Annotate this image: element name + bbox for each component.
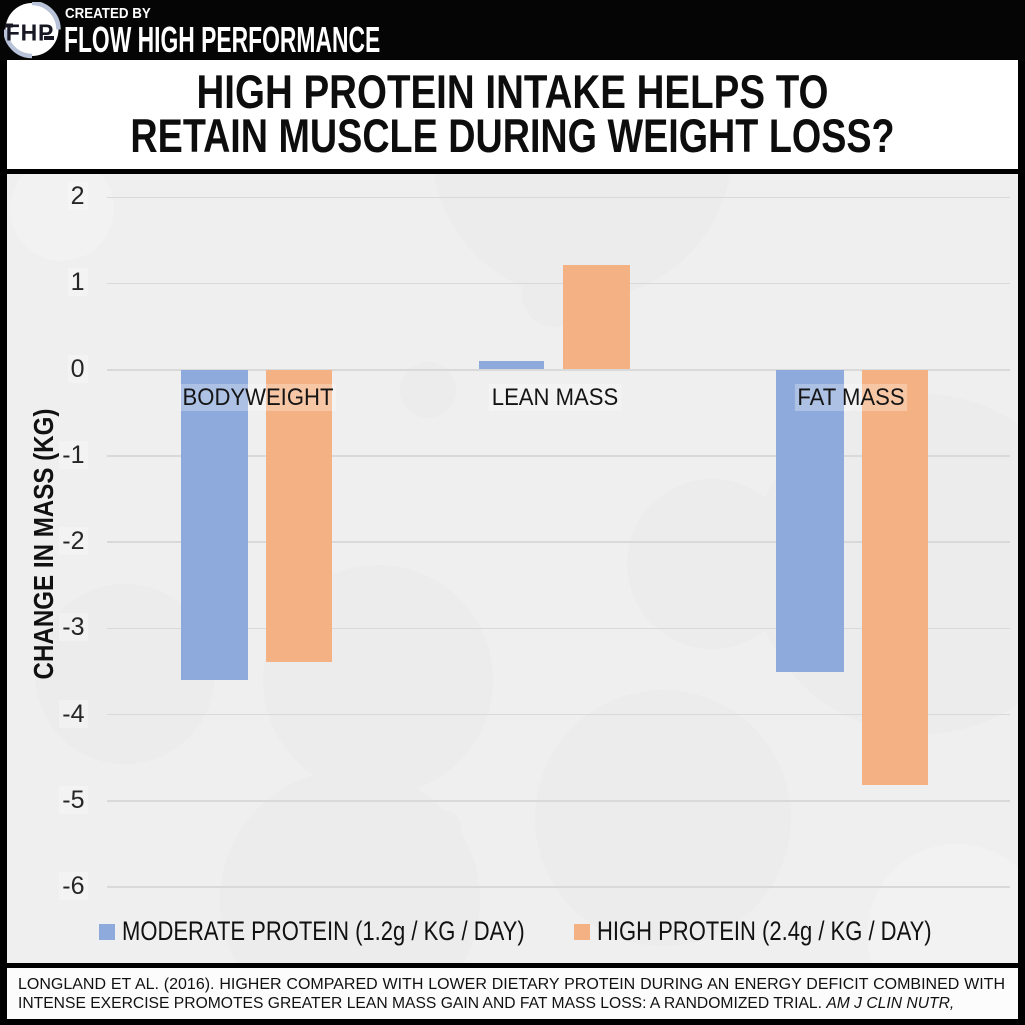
svg-text:FHP: FHP: [6, 20, 54, 46]
